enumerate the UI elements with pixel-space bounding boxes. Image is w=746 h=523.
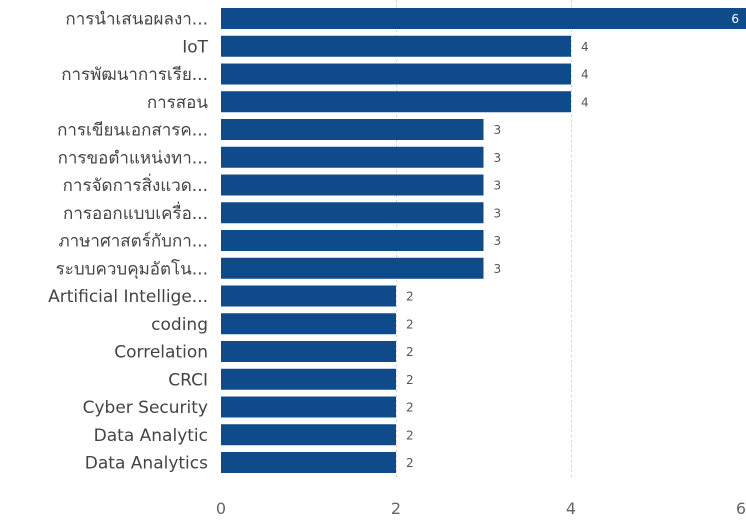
category-label-8: ภาษาศาสตร์กับกา...	[58, 232, 208, 252]
bar-0	[221, 8, 746, 29]
bar-5	[221, 147, 484, 168]
data-label-11: 2	[406, 317, 414, 331]
data-label-7: 3	[494, 206, 502, 220]
data-label-12: 2	[406, 345, 414, 359]
data-label-16: 2	[406, 456, 414, 470]
bar-16	[221, 452, 396, 473]
category-label-10: Artificial Intellige...	[48, 287, 208, 307]
x-tick-label-0: 0	[216, 499, 226, 518]
bar-1	[221, 36, 571, 57]
data-label-1: 4	[581, 40, 589, 54]
data-label-13: 2	[406, 373, 414, 387]
bar-15	[221, 424, 396, 445]
x-tick-label-2: 4	[566, 499, 576, 518]
bar-12	[221, 341, 396, 362]
data-label-3: 4	[581, 95, 589, 109]
category-label-12: Correlation	[114, 343, 208, 363]
bar-10	[221, 286, 396, 307]
data-label-10: 2	[406, 290, 414, 304]
bar-7	[221, 202, 484, 223]
x-tick-label-3: 6	[736, 499, 746, 518]
bar-8	[221, 230, 484, 251]
bar-14	[221, 397, 396, 418]
data-label-6: 3	[494, 179, 502, 193]
bar-4	[221, 119, 484, 140]
data-label-15: 2	[406, 428, 414, 442]
category-label-15: Data Analytic	[94, 426, 208, 446]
category-label-5: การขอตำแหน่งทา...	[58, 148, 208, 168]
category-label-6: การจัดการสิ่งแวด...	[63, 173, 208, 196]
category-label-2: การพัฒนาการเรีย...	[61, 65, 208, 85]
bars-layer	[221, 8, 746, 473]
category-label-14: Cyber Security	[83, 398, 208, 418]
x-axis-ticks: 0 2 4 6	[216, 499, 746, 518]
category-label-4: การเขียนเอกสารค...	[57, 121, 208, 141]
category-label-13: CRCI	[168, 370, 208, 390]
category-label-16: Data Analytics	[85, 454, 208, 474]
data-label-0: 6	[731, 12, 739, 26]
bar-3	[221, 91, 571, 112]
category-label-3: การสอน	[147, 93, 209, 113]
bar-2	[221, 64, 571, 85]
data-label-8: 3	[494, 234, 502, 248]
x-tick-label-1: 2	[391, 499, 401, 518]
bar-9	[221, 258, 484, 279]
category-label-11: coding	[151, 315, 208, 335]
data-label-4: 3	[494, 123, 502, 137]
category-label-0: การนำเสนอผลงา...	[65, 10, 208, 30]
data-label-9: 3	[494, 262, 502, 276]
data-label-2: 4	[581, 68, 589, 82]
data-label-14: 2	[406, 401, 414, 415]
bar-13	[221, 369, 396, 390]
bar-6	[221, 175, 484, 196]
data-label-5: 3	[494, 151, 502, 165]
category-label-1: IoT	[182, 37, 208, 57]
category-label-7: การออกแบบเครื่อ...	[63, 201, 208, 224]
bar-11	[221, 313, 396, 334]
category-label-9: ระบบควบคุมอัตโน...	[56, 258, 208, 279]
